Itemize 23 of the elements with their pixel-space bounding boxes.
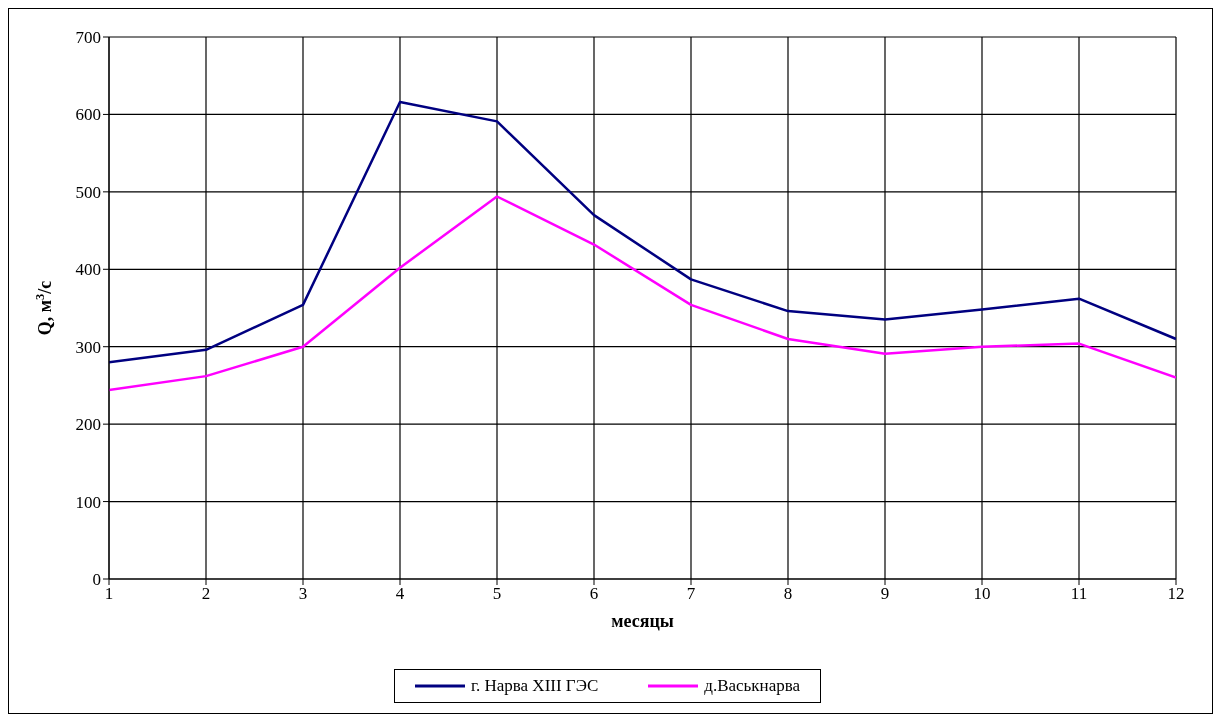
x-tick-label: 9 bbox=[880, 584, 890, 604]
x-tick-label: 12 bbox=[1167, 584, 1185, 604]
y-tick-label: 600 bbox=[75, 105, 101, 125]
y-tick-label: 400 bbox=[75, 260, 101, 280]
x-tick-label: 1 bbox=[104, 584, 114, 604]
x-tick-label: 6 bbox=[589, 584, 599, 604]
x-tick-label: 4 bbox=[395, 584, 405, 604]
y-tick-label: 100 bbox=[75, 492, 101, 512]
x-tick-label: 7 bbox=[686, 584, 696, 604]
legend-label: г. Нарва XIII ГЭС bbox=[470, 676, 599, 696]
y-tick-label: 0 bbox=[92, 570, 101, 590]
y-tick-label: 300 bbox=[75, 337, 101, 357]
x-tick-label: 8 bbox=[783, 584, 793, 604]
x-tick-label: 11 bbox=[1070, 584, 1088, 604]
x-tick-label: 3 bbox=[298, 584, 308, 604]
x-tick-label: 2 bbox=[201, 584, 211, 604]
x-axis-title: месяцы bbox=[611, 611, 674, 631]
legend-label: д.Васькнарва bbox=[704, 676, 801, 696]
x-tick-label: 10 bbox=[973, 584, 991, 604]
x-tick-label: 5 bbox=[492, 584, 502, 604]
y-tick-label: 500 bbox=[75, 182, 101, 202]
y-tick-label: 200 bbox=[75, 415, 101, 435]
y-tick-label: 700 bbox=[75, 28, 101, 48]
